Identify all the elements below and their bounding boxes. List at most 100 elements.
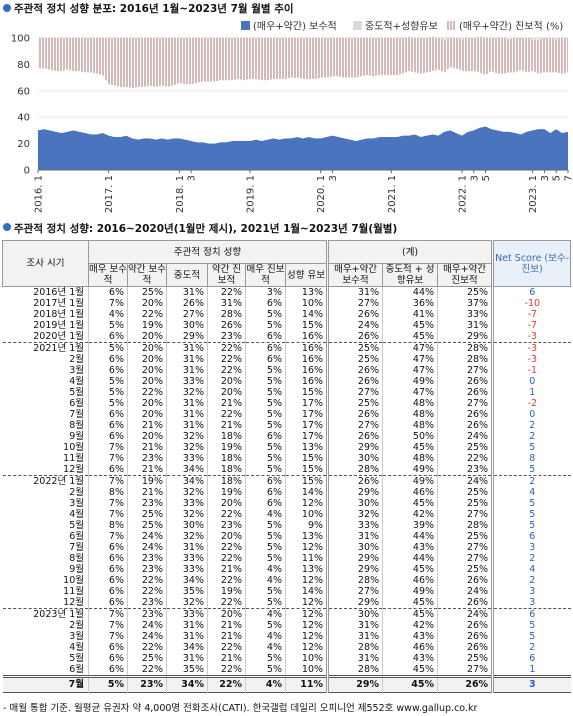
row-label: 3월 — [69, 364, 84, 376]
table-row: 7월 6% 24% 31% 22% 5% 12% 30% 43% 27% 3 — [3, 542, 571, 553]
table-cell: 12% — [284, 597, 328, 609]
table-cell: 6 — [491, 531, 571, 542]
table-cell: 20% — [207, 376, 246, 387]
table-cell: 6% — [245, 475, 286, 487]
table-cell: 5% — [245, 309, 286, 320]
table-cell: 4% — [245, 575, 286, 586]
row-label: 2월 — [69, 619, 84, 631]
table-cell: 45% — [382, 675, 438, 693]
table-cell: 7% — [88, 453, 128, 464]
table-cell: 26% — [326, 376, 383, 387]
table-cell: 24% — [127, 631, 167, 642]
table-cell: 49% — [382, 475, 438, 487]
table-cell: 32% — [166, 387, 208, 398]
table-cell: 23% — [127, 608, 167, 620]
table-cell: 7% — [88, 298, 128, 309]
table-cell: 6% — [245, 487, 286, 498]
table-row: 2020년 1월 6% 20% 29% 23% 6% 16% 26% 45% 29% -3 — [3, 331, 571, 343]
legend-label: 중도적+성향유보 — [365, 21, 438, 33]
table-cell: 11% — [284, 675, 328, 693]
table-row: 12월 6% 23% 32% 22% 5% 12% 29% 45% 26% 3 — [3, 597, 571, 609]
table-cell: 31% — [166, 286, 208, 298]
table-cell: 21% — [207, 398, 246, 409]
row-label: 10월 — [63, 441, 84, 453]
table-cell: 3 — [491, 675, 571, 693]
table-cell: 42% — [382, 620, 438, 631]
table-row: 11월 7% 23% 33% 18% 5% 15% 30% 48% 22% 8 — [3, 453, 571, 464]
table-cell: 12% — [284, 642, 328, 653]
x-tick-label: 2020. 1 — [316, 175, 327, 213]
table-cell: 31% — [166, 420, 208, 431]
table-cell: 6 — [491, 286, 571, 298]
table-cell: 4% — [245, 642, 286, 653]
table-cell: 22% — [207, 365, 246, 376]
table-cell: -2 — [491, 398, 571, 409]
table-cell: 25% — [127, 509, 167, 520]
table-cell: 44% — [382, 553, 438, 564]
table-cell: 31% — [166, 342, 208, 354]
table-cell: 19% — [207, 487, 246, 498]
row-label: 6월 — [69, 663, 84, 675]
legend-swatch — [241, 21, 250, 30]
row-label: 7월 — [69, 541, 84, 553]
table-cell: 26% — [437, 675, 493, 693]
table-cell: 7% — [88, 631, 128, 642]
table-cell: 7% — [88, 442, 128, 453]
table-cell: 7% — [88, 531, 128, 542]
table-cell: 23% — [207, 520, 246, 531]
table-cell: 5% — [245, 553, 286, 564]
table-cell: 26% — [437, 575, 493, 586]
row-label: 8월 — [69, 552, 84, 564]
x-tick-label: 2023. 1 — [528, 175, 539, 213]
x-tick-label: 3 — [540, 175, 551, 181]
y-tick-label: 20 — [17, 139, 30, 150]
table-cell: 5% — [245, 597, 286, 609]
x-tick-label: 2022. 1 — [458, 175, 469, 213]
table-cell: 23% — [207, 331, 246, 343]
table-cell: 5% — [245, 520, 286, 531]
table-cell: 6% — [88, 431, 128, 442]
table-cell: 47% — [382, 387, 438, 398]
table-cell: 4% — [88, 309, 128, 320]
table-cell: 15% — [284, 464, 328, 476]
table-cell: 45% — [382, 564, 438, 575]
table-cell: 49% — [382, 464, 438, 476]
table-cell: 22% — [207, 409, 246, 420]
table-cell: 5% — [245, 320, 286, 331]
table-cell: 25% — [437, 487, 493, 498]
table-cell: 5% — [88, 675, 128, 693]
table-cell: 11% — [284, 553, 328, 564]
table-cell: 2 — [491, 420, 571, 431]
table-cell: 24% — [437, 431, 493, 442]
table-cell: 20% — [127, 354, 167, 365]
row-label: 7월 — [2, 675, 89, 693]
table-cell: 32% — [166, 431, 208, 442]
table-row: 8월 6% 21% 31% 21% 5% 17% 27% 48% 26% 2 — [3, 420, 571, 431]
table-cell: 22% — [207, 542, 246, 553]
table-cell: 25% — [326, 354, 383, 365]
table-cell: -10 — [491, 298, 571, 309]
table-cell: 33% — [166, 564, 208, 575]
table-cell: 26% — [326, 331, 383, 343]
table-cell: 28% — [326, 575, 383, 586]
table-row: 2016년 1월 6% 25% 31% 22% 3% 13% 31% 44% 25% 6 — [3, 286, 571, 298]
area — [38, 126, 568, 170]
table-cell: 17% — [284, 420, 328, 431]
table-row: 8월 6% 23% 33% 22% 5% 11% 29% 44% 27% 2 — [3, 553, 571, 564]
table-cell: 25% — [326, 342, 383, 354]
table-cell: 21% — [127, 442, 167, 453]
table-cell: 28% — [437, 520, 493, 531]
table-cell: 16% — [284, 376, 328, 387]
table-cell: 4% — [245, 608, 286, 620]
table-cell: 28% — [437, 354, 493, 365]
row-label: 6월 — [69, 530, 84, 542]
row-label: 2021년 1월 — [2, 342, 89, 354]
table-row: 3월 7% 23% 33% 20% 6% 12% 30% 45% 25% 5 — [3, 498, 571, 509]
table-cell: 44% — [382, 286, 438, 298]
table-cell: 6% — [245, 298, 286, 309]
table-cell: 6% — [245, 331, 286, 343]
table-row: 10월 7% 21% 32% 19% 5% 13% 29% 45% 25% 5 — [3, 442, 571, 453]
table-cell: 20% — [207, 387, 246, 398]
